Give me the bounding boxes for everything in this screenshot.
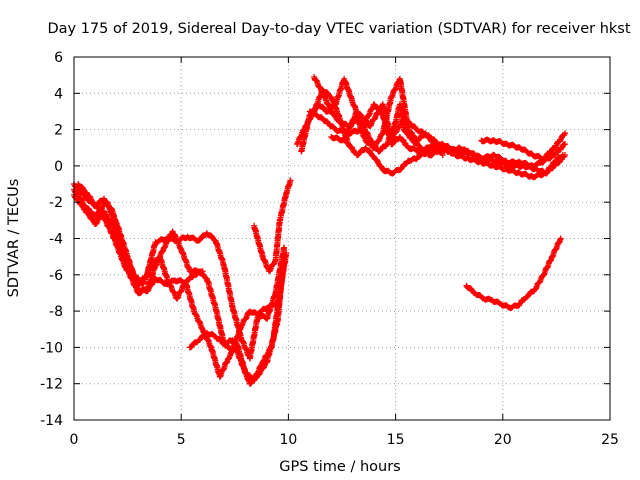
data-series-track-11 (328, 101, 568, 181)
data-series-track-14 (463, 235, 564, 311)
x-tick-labels: 0 5 10 15 20 25 (70, 432, 619, 448)
data-series-track-12 (414, 140, 568, 170)
y-tick-label: -6 (49, 268, 63, 284)
x-tick-label: 0 (70, 432, 79, 448)
y-tick-labels: -14 -12 -10 -8 -6 -4 -2 0 2 4 6 (40, 50, 63, 429)
data-series-track-5 (186, 250, 290, 387)
y-tick-label: 0 (54, 159, 63, 175)
x-tick-label: 20 (494, 432, 512, 448)
x-tick-label: 5 (177, 432, 186, 448)
y-tick-label: -2 (49, 195, 63, 211)
y-tick-label: 6 (54, 50, 63, 66)
y-tick-label: 2 (54, 123, 63, 139)
y-tick-label: -12 (40, 377, 63, 393)
data-markers (71, 74, 568, 387)
y-tick-label: -10 (40, 340, 63, 356)
data-series-track-13 (478, 130, 568, 163)
x-tick-label: 10 (279, 432, 297, 448)
y-tick-label: -4 (49, 232, 63, 248)
y-tick-label: -8 (49, 304, 63, 320)
y-tick-label: -14 (40, 413, 63, 429)
x-tick-label: 25 (601, 432, 619, 448)
data-series-track-6 (251, 177, 294, 275)
chart-title: Day 175 of 2019, Sidereal Day-to-day VTE… (47, 21, 630, 37)
x-axis-label: GPS time / hours (279, 459, 400, 475)
grid-lines (74, 57, 610, 420)
data-series-track-4 (75, 181, 288, 355)
y-axis-label: SDTVAR / TECUs (6, 179, 22, 298)
axis-ticks (73, 56, 611, 421)
data-series-track-9 (311, 74, 446, 158)
y-tick-label: 4 (54, 86, 63, 102)
x-tick-label: 15 (387, 432, 405, 448)
